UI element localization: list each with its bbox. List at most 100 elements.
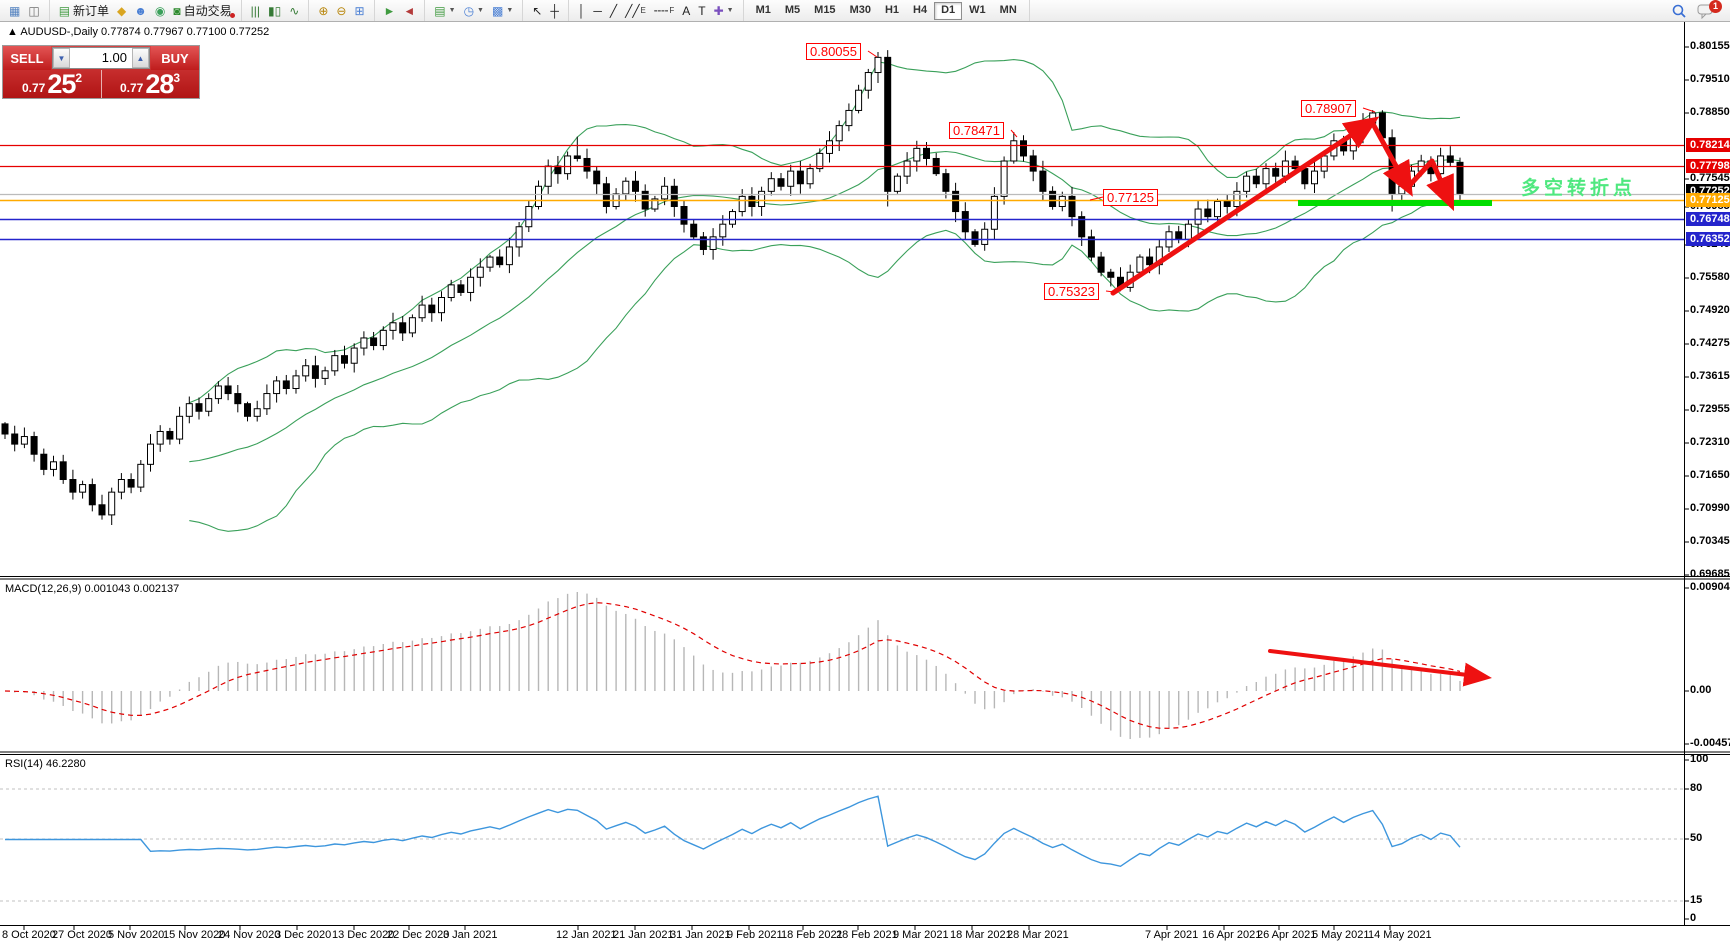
trend-arrow-segment[interactable] [1406, 158, 1435, 189]
price-annotation-box[interactable]: 0.78907 [1301, 100, 1356, 117]
main-chart-panel[interactable] [0, 50, 1684, 532]
volume-down-button[interactable]: ▼ [53, 48, 70, 68]
trend-arrow-segment[interactable] [1110, 116, 1380, 296]
timeframe-m5[interactable]: M5 [784, 3, 801, 16]
volume-input[interactable]: 1.00 [101, 50, 127, 65]
search-icon[interactable] [1671, 3, 1687, 19]
date-axis-label[interactable]: 13 Dec 2020 [332, 929, 395, 941]
timeframe-h1[interactable]: H1 [884, 3, 900, 16]
zoom-out-icon[interactable]: ⊖ [332, 2, 350, 20]
tile-windows-icon[interactable]: ⊞ [350, 2, 368, 20]
new-chart-icon[interactable]: ▤ ▼ [430, 2, 459, 20]
arrows-icon-dropdown[interactable]: ▼ [726, 7, 734, 14]
periods-icon-dropdown[interactable]: ▼ [477, 7, 484, 14]
chart-title: ▲ AUDUSD-,Daily 0.77874 0.77967 0.77100 … [7, 26, 269, 38]
date-axis-label[interactable]: 9 Mar 2021 [893, 929, 949, 941]
text-label-icon[interactable]: T [694, 2, 709, 20]
macd-panel[interactable] [4, 592, 1492, 740]
horizontal-line-icon[interactable]: ─ [589, 2, 606, 20]
date-axis-label[interactable]: 7 Apr 2021 [1145, 929, 1199, 941]
date-axis-label[interactable]: 26 Apr 2021 [1257, 929, 1317, 941]
market-icon[interactable]: ☻ [130, 2, 151, 20]
candle [341, 355, 348, 364]
bar-chart-icon[interactable]: ||| [247, 2, 264, 20]
chart-shift-icon[interactable]: ◄ [399, 2, 419, 20]
date-axis-label[interactable]: 28 Mar 2021 [1007, 929, 1069, 941]
date-axis-label[interactable]: 12 Jan 2021 [556, 929, 617, 941]
candle [952, 190, 960, 213]
sell-button[interactable]: SELL [3, 46, 51, 70]
metaeditor-icon[interactable]: ◆ [113, 2, 130, 20]
date-axis-label[interactable]: 3 Jan 2021 [443, 929, 498, 941]
timeframe-m30[interactable]: M30 [849, 3, 871, 16]
date-axis-label[interactable]: 21 Jan 2021 [613, 929, 674, 941]
date-axis-label[interactable]: 18 Feb 2021 [781, 929, 843, 941]
date-axis-label[interactable]: 24 Nov 2020 [218, 929, 281, 941]
templates-icon[interactable]: ▩ ▼ [488, 2, 517, 20]
date-axis-label[interactable]: 22 Dec 2020 [387, 929, 450, 941]
candle [564, 155, 572, 175]
signals-icon[interactable]: ◉ [151, 2, 169, 20]
date-axis-label[interactable]: 16 Apr 2021 [1202, 929, 1262, 941]
arrows-icon[interactable]: ✚ ▼ [710, 2, 738, 20]
vertical-line-icon[interactable]: │ [574, 2, 590, 20]
date-axis-label[interactable]: 27 Oct 2020 [52, 929, 112, 941]
candle [864, 72, 872, 91]
new-window-icon[interactable]: ▦ [5, 2, 24, 20]
candlestick-chart-icon[interactable]: ▮▯ [264, 2, 285, 20]
templates-icon-dropdown[interactable]: ▼ [506, 7, 514, 14]
text-icon[interactable]: A [678, 2, 694, 20]
price-annotation-box[interactable]: 0.75323 [1044, 283, 1099, 300]
candle [1243, 175, 1251, 192]
macd-trend-arrow[interactable] [1268, 649, 1492, 687]
date-axis-label[interactable]: 18 Mar 2021 [950, 929, 1012, 941]
candle [389, 322, 397, 331]
autotrading-button[interactable]: ◙ 自动交易 [169, 2, 235, 20]
auto-scroll-icon[interactable]: ► [380, 2, 400, 20]
date-axis-label[interactable]: 3 Dec 2020 [275, 929, 332, 941]
collapse-marker-icon[interactable]: ▲ [7, 26, 18, 38]
equidistant-channel-icon[interactable]: ╱╱ E [625, 3, 646, 18]
volume-up-button[interactable]: ▲ [132, 48, 149, 68]
zoom-in-icon[interactable]: ⊕ [314, 2, 332, 20]
date-axis-label[interactable]: 5 Nov 2020 [108, 929, 165, 941]
periods-icon[interactable]: ◷ ▼ [460, 2, 488, 20]
timeframe-h4[interactable]: H4 [913, 3, 928, 16]
date-axis-label[interactable]: 5 May 2021 [1312, 929, 1370, 941]
date-axis-label[interactable]: 28 Feb 2021 [836, 929, 898, 941]
date-axis-label[interactable]: 8 Oct 2020 [2, 929, 56, 941]
price-annotation-box[interactable]: 0.80055 [806, 43, 861, 60]
timeframe-d1[interactable]: D1 [934, 1, 963, 20]
vertical-line-icon: │ [577, 3, 586, 18]
fibonacci-icon[interactable]: ╌╌ F [653, 3, 675, 18]
rsi-panel[interactable] [0, 788, 1684, 902]
timeframe-w1[interactable]: W1 [969, 3, 986, 16]
line-chart-icon[interactable]: ∿ [285, 2, 303, 20]
sell-price[interactable]: 0.77 25 2 [21, 69, 83, 99]
cursor-icon[interactable]: ↖ [528, 2, 546, 20]
date-axis-label[interactable]: 9 Feb 2021 [727, 929, 783, 941]
trend-arrow-segment[interactable] [1426, 160, 1454, 212]
trend-arrow-segment[interactable] [1370, 121, 1413, 197]
price-annotation-box[interactable]: 0.78471 [949, 122, 1004, 139]
date-axis-label[interactable]: 15 Nov 2020 [163, 929, 226, 941]
date-axis-label[interactable]: 31 Jan 2021 [670, 929, 731, 941]
candle [1456, 161, 1464, 195]
notification-count-badge[interactable]: 1 [1709, 0, 1722, 13]
new-chart-icon-dropdown[interactable]: ▼ [448, 7, 456, 14]
price-annotation-box[interactable]: 0.77125 [1103, 189, 1158, 206]
date-axis-label[interactable]: 14 May 2021 [1368, 929, 1432, 941]
crosshair-icon[interactable]: ┼ [546, 2, 563, 20]
timeframe-m15[interactable]: M15 [814, 3, 836, 16]
support-highlight-line[interactable] [1298, 200, 1492, 206]
timeframe-mn[interactable]: MN [999, 3, 1017, 16]
timeframe-m1[interactable]: M1 [755, 3, 771, 16]
print-preview-icon[interactable]: ◫ [24, 2, 43, 20]
new-order-button[interactable]: ▤ 新订单 [55, 2, 113, 20]
buy-button[interactable]: BUY [151, 46, 199, 70]
bull-bear-pivot-note[interactable]: 多空转折点 [1521, 178, 1637, 199]
trendline-icon[interactable]: ╱ [606, 2, 621, 20]
buy-price[interactable]: 0.77 28 3 [119, 69, 181, 99]
periods-icon: ◷ [463, 3, 475, 18]
